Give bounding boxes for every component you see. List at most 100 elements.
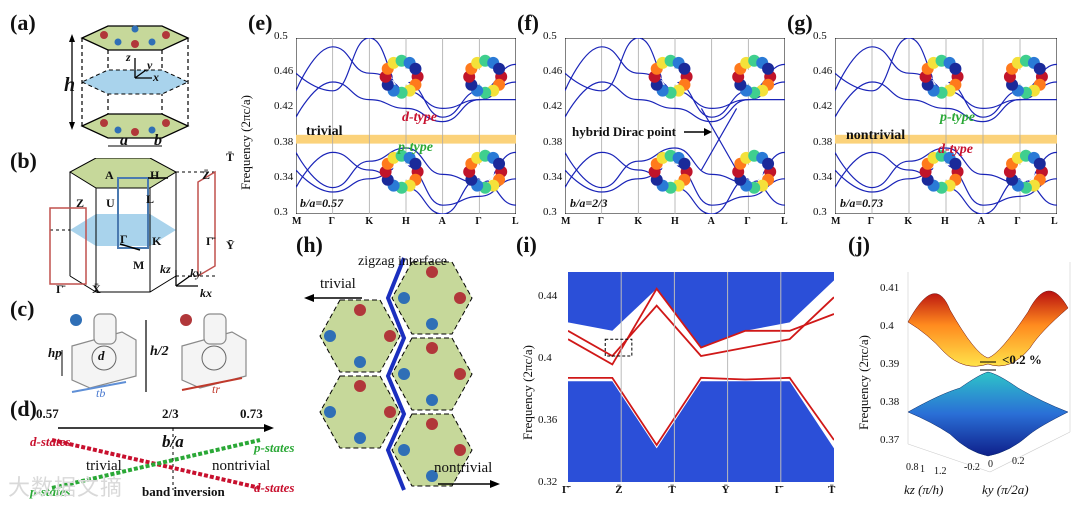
panel-e-p-type: p-type [398, 140, 433, 155]
band-xtick-e: H [402, 216, 410, 227]
band-xtick-f: Γ [744, 216, 751, 227]
panel-label-b: (b) [10, 148, 37, 173]
band-xtick-e: Γ [475, 216, 482, 227]
field-pattern-inset [1003, 149, 1048, 194]
field-pattern-inset [379, 149, 424, 194]
band-ytick-e: 0.34 [274, 170, 294, 183]
lattice-atom [384, 406, 396, 418]
panel-label-h: (h) [296, 232, 323, 257]
band-ytick-f: 0.5 [543, 30, 557, 42]
panel-c-tr: tr [212, 382, 221, 396]
edge-xtick: T̄ [828, 484, 836, 496]
lattice-atom [426, 418, 438, 430]
cone-ytick: 0.41 [880, 282, 900, 294]
lattice-atom [354, 304, 366, 316]
edge-xtick: Γ̄ [562, 484, 569, 496]
panel-b-A: A [105, 168, 114, 182]
band-ytick-e: 0.38 [274, 135, 294, 148]
edge-ytick: 0.32 [538, 476, 558, 488]
panel-label-c: (c) [10, 296, 35, 321]
cone-kz-tick: 0.8 [906, 462, 919, 473]
panel-d-band-inversion [51, 424, 274, 490]
panel-g-nontrivial: nontrivial [846, 128, 906, 143]
panel-b-H: H [150, 168, 160, 182]
lattice-atom [454, 444, 466, 456]
panel-h-interface-lattice [319, 257, 473, 491]
band-xtick-f: A [707, 216, 715, 227]
panel-d-p-states-left: p-states [30, 484, 71, 499]
panel-h-right-arrow [438, 480, 500, 488]
band-xtick-g: K [904, 216, 913, 227]
band-xtick-g: H [941, 216, 949, 227]
panel-d-tick-mid: 2/3 [162, 406, 179, 421]
cone-ky-tick: 0 [988, 459, 993, 470]
panel-h-trivial: trivial [320, 276, 356, 292]
panel-label-i: (i) [516, 232, 537, 257]
panel-e-d-type: d-type [402, 110, 437, 125]
panel-b-ky: ky [190, 266, 202, 280]
band-xtick-g: Γ [1014, 216, 1021, 227]
lattice-atom [398, 292, 410, 304]
panel-b-Tbar: T̄ [226, 150, 235, 164]
band-ytick-e: 0.5 [274, 30, 288, 42]
band-ytick-f: 0.3 [543, 206, 557, 218]
edge-state-curve [567, 287, 835, 366]
edge-xtick: Ȳ [721, 484, 730, 496]
band-xtick-e: A [438, 216, 446, 227]
panel-f-dirac-arrow [684, 128, 712, 136]
panel-g-p-type: p-type [940, 110, 975, 125]
band-ytick-f: 0.42 [543, 100, 563, 113]
cone-kz-tick: 1.2 [934, 466, 947, 477]
panel-a-y-axis: y [147, 58, 153, 72]
band-ytick-g: 0.3 [813, 206, 827, 218]
band-ytick-e: 0.46 [274, 65, 294, 78]
band-ytick-f: 0.46 [543, 65, 563, 78]
cone-ytick: 0.4 [880, 320, 894, 332]
panel-b-U: U [106, 196, 115, 210]
field-pattern-inset [379, 54, 424, 99]
panel-a-a-label: a [120, 132, 128, 149]
panel-i-ylabel: Frequency (2πc/a) [520, 345, 535, 440]
band-curve [564, 81, 785, 123]
panel-e-trivial: trivial [306, 124, 343, 139]
panel-b-Xbar: X̄ [92, 282, 101, 296]
panel-b-Z: Z [76, 196, 85, 210]
lattice-atom [426, 394, 438, 406]
panel-g-d-type: d-type [938, 142, 973, 157]
panel-d-trivial: trivial [86, 458, 122, 474]
field-pattern-inset [648, 54, 693, 99]
band-xtick-e: L [512, 216, 519, 227]
panel-e-ratio: b/a=0.57 [300, 196, 344, 210]
band-xtick-g: M [831, 216, 841, 227]
band-xtick-e: Γ [328, 216, 336, 227]
cone-ytick: 0.37 [880, 434, 900, 446]
band-panel-f [564, 37, 786, 215]
lattice-atom [398, 444, 410, 456]
lattice-atom [426, 470, 438, 482]
lattice-atom [454, 292, 466, 304]
cone-ytick: 0.38 [880, 396, 900, 408]
band-ytick-f: 0.38 [543, 135, 563, 148]
field-pattern-inset [1003, 54, 1048, 99]
panel-label-g: (g) [787, 10, 813, 35]
band-panel-g [834, 37, 1058, 215]
band-ytick-f: 0.34 [543, 170, 563, 183]
band-xtick-e: K [365, 216, 374, 227]
band-ytick-g: 0.46 [813, 65, 833, 78]
field-pattern-inset [463, 149, 508, 194]
edge-ytick: 0.44 [538, 290, 558, 302]
panel-label-j: (j) [848, 232, 870, 257]
panel-j-ylabel: Frequency (2πc/a) [856, 335, 871, 430]
dirac-crossing-box [604, 338, 633, 357]
band-xtick-g: Γ [867, 216, 875, 227]
panel-b-kx: kx [200, 286, 212, 300]
panel-label-e: (e) [248, 10, 273, 35]
lattice-atom [454, 368, 466, 380]
panel-g-ratio: b/a=0.73 [840, 196, 884, 210]
cone-ky-tick: -0.2 [964, 462, 980, 473]
panel-h-left-arrow [304, 294, 362, 302]
panel-j-ky-label: ky (π/2a) [982, 482, 1029, 497]
panel-d-d-states-right: d-states [254, 480, 295, 495]
panel-j-kz-label: kz (π/h) [904, 482, 944, 497]
panel-c-d: d [98, 348, 105, 363]
